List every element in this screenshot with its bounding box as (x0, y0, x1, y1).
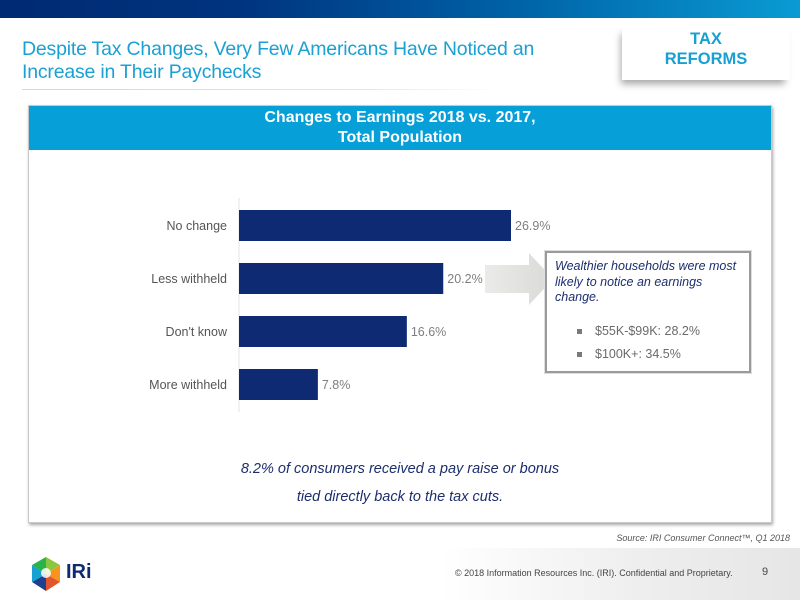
section-tag: TAX REFORMS (622, 26, 790, 80)
chart-panel: Changes to Earnings 2018 vs. 2017, Total… (28, 105, 772, 523)
logo-text: IRi (66, 561, 92, 583)
iri-hexagon-icon (32, 557, 60, 591)
category-label: Less withheld (151, 272, 227, 286)
chart-title-line2: Total Population (337, 129, 463, 146)
iri-logo: IRi (30, 556, 110, 592)
callout-text: Wealthier households were most likely to… (555, 259, 737, 304)
key-insight-note: 8.2% of consumers received a pay raise o… (0, 455, 800, 511)
value-label: 20.2% (447, 272, 482, 286)
value-label: 26.9% (515, 219, 550, 233)
callout-bullet-item: $100K+: 34.5% (555, 343, 743, 366)
bar-less-withheld (239, 263, 444, 294)
title-divider (22, 89, 502, 90)
value-label: 7.8% (322, 378, 351, 392)
footer (0, 548, 800, 600)
note-line1: 8.2% of consumers received a pay raise o… (240, 461, 560, 477)
source-note: Source: IRI Consumer Connect™, Q1 2018 (616, 533, 790, 543)
slide-title-line2: Increase in Their Paychecks (22, 61, 262, 83)
bar-no-change (239, 210, 511, 241)
callout-box: Wealthier households were most likely to… (545, 251, 751, 373)
note-line2: tied directly back to the tax cuts. (296, 489, 504, 505)
chart-title: Changes to Earnings 2018 vs. 2017, Total… (29, 106, 771, 150)
callout-list: $55K-$99K: 28.2% $100K+: 34.5% (555, 320, 743, 366)
square-bullet-icon (577, 328, 582, 334)
bar-more-withheld (239, 369, 318, 400)
square-bullet-icon (577, 351, 582, 357)
category-label: Don't know (166, 325, 228, 339)
category-label: No change (167, 219, 228, 233)
page-number: 9 (762, 566, 769, 578)
callout-bullet-item: $55K-$99K: 28.2% (555, 320, 743, 343)
category-label: More withheld (149, 378, 227, 392)
callout-bullet-text: $100K+: 34.5% (595, 346, 681, 361)
callout-arrow-icon (485, 253, 553, 305)
value-label: 16.6% (411, 325, 446, 339)
slide-title: Despite Tax Changes, Very Few Americans … (22, 38, 602, 84)
section-tag-line1: TAX (690, 30, 722, 48)
callout-bullet-text: $55K-$99K: 28.2% (595, 323, 700, 338)
top-banner (0, 0, 800, 18)
slide-title-line1: Despite Tax Changes, Very Few Americans … (22, 38, 535, 60)
copyright-text: © 2018 Information Resources Inc. (IRI).… (455, 568, 733, 578)
chart-title-line1: Changes to Earnings 2018 vs. 2017, (264, 109, 536, 126)
section-tag-line2: REFORMS (664, 50, 748, 68)
bar-don-t-know (239, 316, 407, 347)
